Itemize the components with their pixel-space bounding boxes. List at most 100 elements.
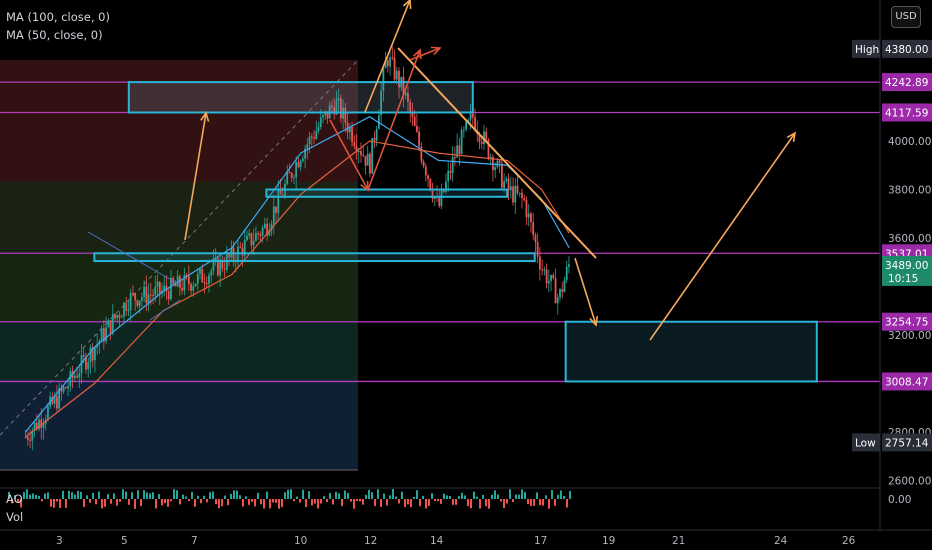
time-tick: 10 bbox=[294, 535, 307, 547]
candle-body bbox=[266, 223, 268, 236]
ao-bar bbox=[23, 492, 25, 499]
candle-body bbox=[447, 170, 450, 182]
candle-body bbox=[69, 371, 72, 387]
candle-body bbox=[156, 281, 159, 287]
ao-bar bbox=[452, 499, 454, 505]
candle-body bbox=[286, 172, 289, 184]
candle-body bbox=[277, 189, 280, 213]
candle-body bbox=[26, 437, 29, 440]
candle-body bbox=[543, 269, 546, 271]
ao-bar bbox=[383, 493, 385, 499]
price-axis[interactable]: 4000.003800.003600.003200.002800.002600.… bbox=[888, 136, 931, 506]
candle-body bbox=[33, 422, 36, 431]
candle-body bbox=[409, 101, 412, 113]
legend-ma50[interactable]: MA (50, close, 0) bbox=[6, 28, 103, 42]
candle-body bbox=[257, 232, 260, 235]
price-tag bbox=[882, 372, 932, 391]
price-tick: 2600.00 bbox=[888, 476, 931, 488]
candle-body bbox=[402, 76, 405, 96]
ao-bar bbox=[251, 499, 253, 502]
ao-bar bbox=[155, 499, 157, 509]
tag-label: Low bbox=[855, 437, 876, 449]
red-arrow-3 bbox=[409, 47, 441, 61]
trend-line[interactable] bbox=[397, 47, 597, 259]
ao-bar bbox=[476, 496, 478, 499]
candle-body bbox=[259, 234, 262, 236]
candle-body bbox=[78, 373, 81, 378]
candle-body bbox=[109, 320, 112, 334]
ao-bar bbox=[194, 499, 196, 507]
ao-bar bbox=[548, 499, 550, 509]
candle-body bbox=[221, 260, 224, 269]
legend-ma100[interactable]: MA (100, close, 0) bbox=[6, 10, 110, 24]
fib-diagonal bbox=[0, 59, 359, 436]
candle-body bbox=[418, 131, 421, 147]
ao-bar bbox=[512, 499, 514, 503]
ao-bar bbox=[17, 499, 19, 503]
ao-bar bbox=[164, 499, 166, 504]
ao-bar bbox=[464, 495, 466, 499]
ao-bar bbox=[233, 490, 235, 499]
candle-body bbox=[210, 270, 213, 276]
ao-bar bbox=[503, 499, 505, 508]
candle-body bbox=[398, 70, 400, 88]
ao-bar bbox=[215, 499, 217, 505]
candle-body bbox=[91, 347, 94, 361]
candle-body bbox=[228, 254, 230, 258]
ao-bar bbox=[77, 490, 79, 499]
candle-body bbox=[241, 247, 244, 256]
ao-bar bbox=[302, 489, 304, 499]
ao-bar bbox=[473, 491, 475, 499]
legend-ao[interactable]: AO bbox=[6, 492, 23, 506]
candle-body bbox=[147, 294, 150, 304]
ao-bar bbox=[35, 494, 37, 499]
ao-bar bbox=[440, 499, 442, 504]
candle-body bbox=[51, 396, 54, 404]
zone-boxes[interactable] bbox=[93, 81, 818, 383]
ao-bar bbox=[137, 490, 139, 499]
arrow-up-target-head bbox=[786, 131, 797, 143]
ao-bar bbox=[176, 490, 178, 499]
candle-body bbox=[391, 57, 394, 59]
ao-bar bbox=[119, 499, 121, 502]
candle-body bbox=[308, 136, 311, 145]
candle-body bbox=[326, 111, 329, 119]
candle-body bbox=[427, 175, 429, 179]
ao-bar bbox=[32, 493, 34, 499]
price-tag bbox=[882, 73, 932, 92]
ao-bar bbox=[404, 499, 406, 508]
candle-body bbox=[469, 113, 472, 120]
candle-body bbox=[331, 105, 333, 108]
currency-button[interactable]: USD bbox=[891, 6, 921, 28]
candle-body bbox=[185, 274, 188, 276]
ao-bar bbox=[308, 491, 310, 499]
ao-bar bbox=[131, 492, 133, 499]
ao-bar bbox=[539, 499, 541, 506]
time-axis[interactable]: 3 5 7 10 12 14 17 19 21 24 26 bbox=[56, 535, 856, 547]
price-tags: High 4380.004242.894117.593537.013489.001… bbox=[852, 39, 932, 452]
arrow-down bbox=[574, 257, 597, 326]
ao-bar bbox=[434, 499, 436, 502]
ao-bar bbox=[449, 495, 451, 499]
legend-vol[interactable]: Vol bbox=[6, 510, 24, 524]
candle-body bbox=[127, 309, 130, 311]
candle-body bbox=[319, 117, 322, 127]
ao-bar bbox=[62, 490, 64, 499]
price-tag bbox=[882, 103, 932, 122]
ao-bar bbox=[455, 499, 457, 505]
candle-body bbox=[433, 196, 436, 199]
ao-bar bbox=[524, 491, 526, 499]
ao-bar bbox=[416, 490, 418, 499]
time-tick: 3 bbox=[56, 535, 63, 547]
candle-body bbox=[375, 128, 378, 141]
candle-body bbox=[275, 206, 277, 213]
candle-body bbox=[246, 235, 248, 241]
ao-bar bbox=[254, 499, 256, 507]
ao-bar bbox=[245, 496, 247, 499]
candle-body bbox=[344, 107, 347, 123]
price-tag-time: 10:15 bbox=[888, 273, 918, 285]
ao-bar bbox=[89, 499, 91, 503]
candle-body bbox=[120, 316, 123, 318]
candle-body bbox=[223, 268, 226, 270]
